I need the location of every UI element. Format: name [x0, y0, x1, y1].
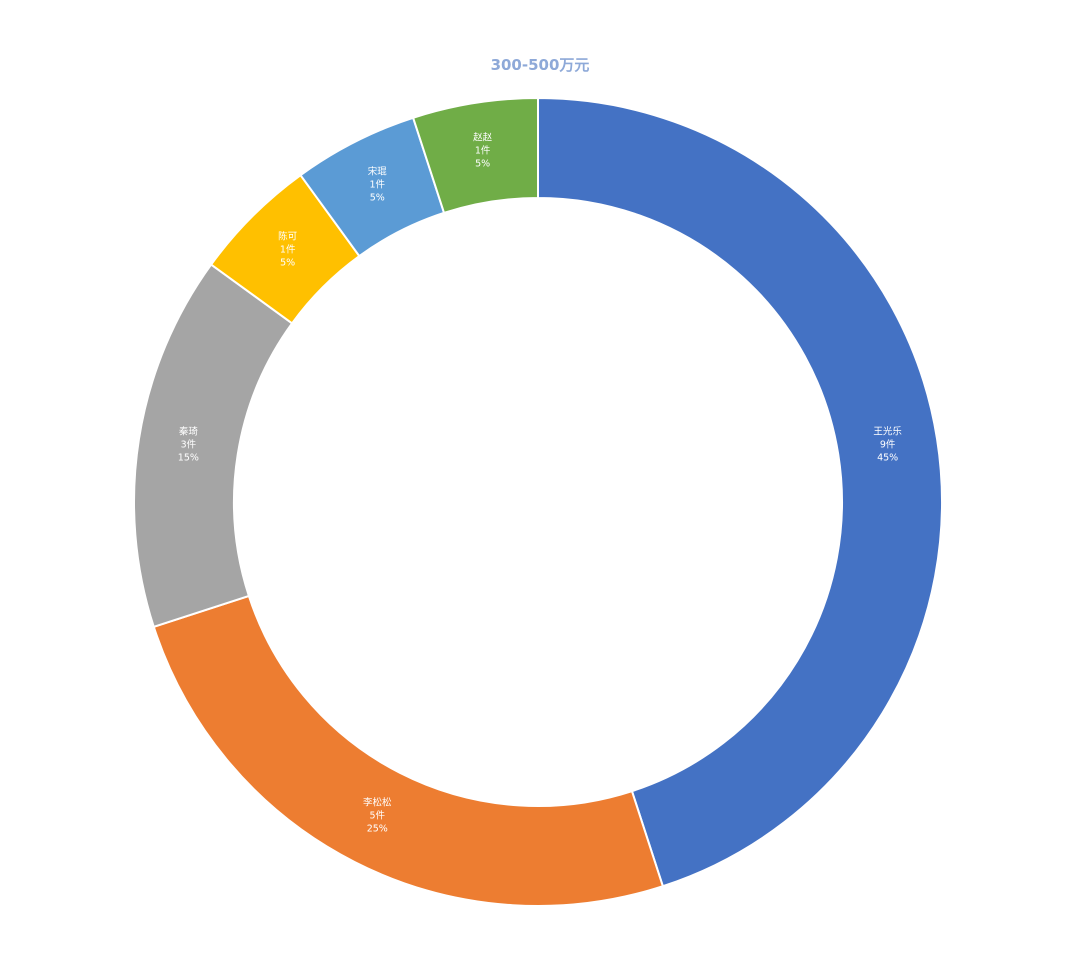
slice-label-name: 王光乐 [873, 426, 902, 438]
slice-label: 王光乐 9件 45% [873, 426, 902, 464]
slice-label-percent: 25% [367, 823, 388, 834]
slice-label-name: 李松松 [363, 796, 392, 808]
slice-label-count: 1件 [280, 244, 296, 256]
slice-label: 宋琨 1件 5% [368, 166, 388, 204]
slice-label-count: 1件 [475, 144, 491, 156]
slice-label-count: 1件 [370, 179, 386, 191]
donut-slice[interactable] [133, 263, 294, 629]
slice-label-percent: 5% [475, 158, 490, 169]
slice-label-percent: 15% [178, 453, 199, 464]
donut-slice[interactable] [537, 96, 943, 888]
slice-label-percent: 5% [370, 193, 385, 204]
slice-label-name: 宋琨 [368, 166, 388, 178]
chart-title: 300-500万元 [490, 56, 590, 74]
slice-label-percent: 5% [280, 258, 295, 269]
slice-label: 赵赵 1件 5% [473, 131, 493, 169]
slice-label-count: 9件 [880, 439, 896, 451]
slice-label: 秦琦 3件 15% [178, 426, 199, 464]
slice-label-name: 赵赵 [473, 131, 493, 143]
slice-label-count: 3件 [181, 439, 197, 451]
slice-label-name: 陈可 [278, 231, 297, 243]
slice-label: 李松松 5件 25% [363, 796, 392, 834]
slice-label-percent: 45% [877, 453, 898, 464]
slice-label-name: 秦琦 [179, 426, 199, 438]
slice-label-count: 5件 [370, 809, 386, 821]
donut-slice[interactable] [152, 594, 665, 907]
donut-slice[interactable] [411, 96, 539, 215]
slice-label: 陈可 1件 5% [278, 231, 297, 269]
